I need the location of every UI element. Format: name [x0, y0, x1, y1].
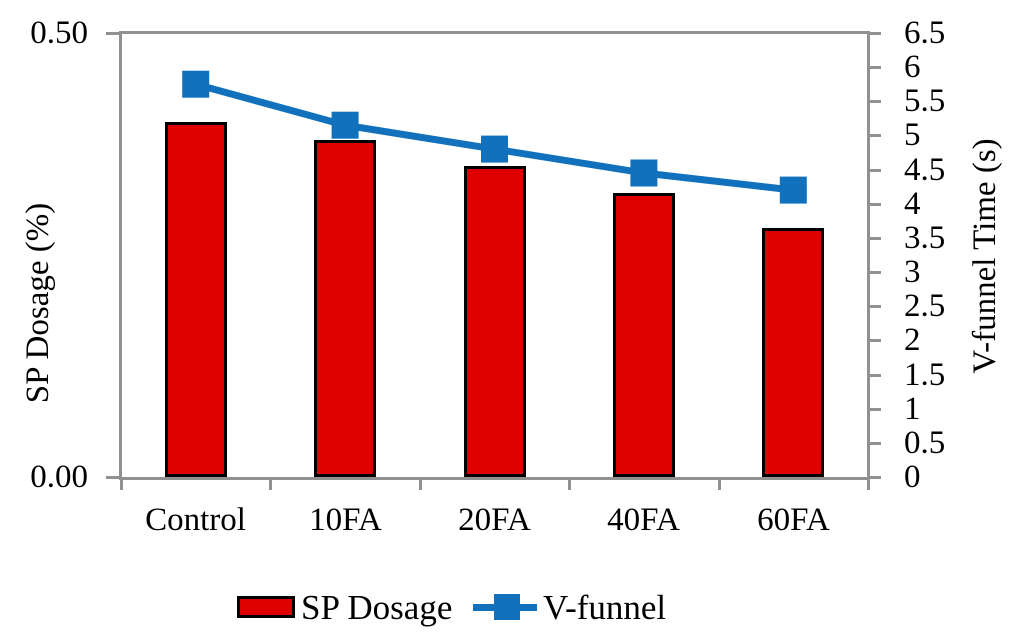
right-axis-tick-label: 3: [904, 254, 921, 290]
v-funnel-marker: [331, 111, 359, 139]
axis-tick: [568, 479, 571, 490]
left-axis-title: SP Dosage (%): [20, 202, 56, 404]
sp-dosage-bar: [613, 193, 675, 477]
sp-dosage-bar: [464, 166, 526, 477]
axis-tick: [419, 479, 422, 490]
axis-tick: [868, 374, 881, 377]
v-funnel-line-chart: [182, 70, 807, 204]
right-axis-tick-label: 0.5: [904, 425, 946, 461]
legend-label-v-funnel: V-funnel: [543, 588, 667, 627]
left-axis-tick-label: 0.00: [30, 459, 88, 495]
right-axis-tick-label: 1.5: [904, 357, 946, 393]
axis-tick: [868, 271, 881, 274]
right-axis-tick-label: 4: [904, 186, 921, 222]
right-axis-tick-label: 5.5: [904, 83, 946, 119]
right-axis-tick-label: 6: [904, 49, 921, 85]
axis-tick: [868, 476, 881, 479]
axis-tick: [868, 237, 881, 240]
v-funnel-marker: [182, 70, 210, 98]
axis-tick: [868, 339, 881, 342]
axis-tick: [868, 203, 881, 206]
axis-tick: [868, 66, 881, 69]
legend-label-sp-dosage: SP Dosage: [301, 588, 453, 627]
axis-tick: [868, 305, 881, 308]
right-axis-tick-label: 1: [904, 391, 921, 427]
sp-dosage-bar: [762, 228, 824, 477]
legend-square-marker-icon: [494, 594, 520, 620]
right-axis-tick-label: 6.5: [904, 15, 946, 51]
axis-tick: [106, 32, 121, 35]
axis-tick: [868, 32, 881, 35]
axis-tick: [868, 408, 881, 411]
axis-tick: [718, 479, 721, 490]
left-axis-tick-label: 0.50: [30, 15, 88, 51]
sp-dosage-bar: [165, 122, 227, 477]
x-axis-category-label: 40FA: [607, 502, 680, 538]
v-funnel-marker: [630, 159, 658, 187]
legend-bar-swatch: [237, 596, 295, 618]
sp-dosage-bar: [314, 140, 376, 477]
v-funnel-marker: [481, 135, 508, 163]
x-axis-category-label: 20FA: [458, 502, 531, 538]
axis-tick: [867, 479, 870, 490]
axis-tick: [106, 476, 121, 479]
axis-tick: [120, 479, 123, 490]
axis-tick: [868, 442, 881, 445]
x-axis-category-label: 60FA: [757, 502, 830, 538]
right-axis-tick-label: 2: [904, 322, 921, 358]
axis-tick: [868, 169, 881, 172]
axis-tick: [868, 100, 881, 103]
x-axis-category-label: Control: [145, 502, 246, 538]
right-axis-tick-label: 3.5: [904, 220, 946, 256]
axis-tick: [269, 479, 272, 490]
right-axis-tick-label: 2.5: [904, 288, 946, 324]
right-axis-tick-label: 5: [904, 117, 921, 153]
axis-tick: [868, 134, 881, 137]
x-axis-category-label: 10FA: [309, 502, 382, 538]
right-axis-tick-label: 0: [904, 459, 921, 495]
v-funnel-marker: [779, 176, 807, 204]
right-axis-tick-label: 4.5: [904, 152, 946, 188]
